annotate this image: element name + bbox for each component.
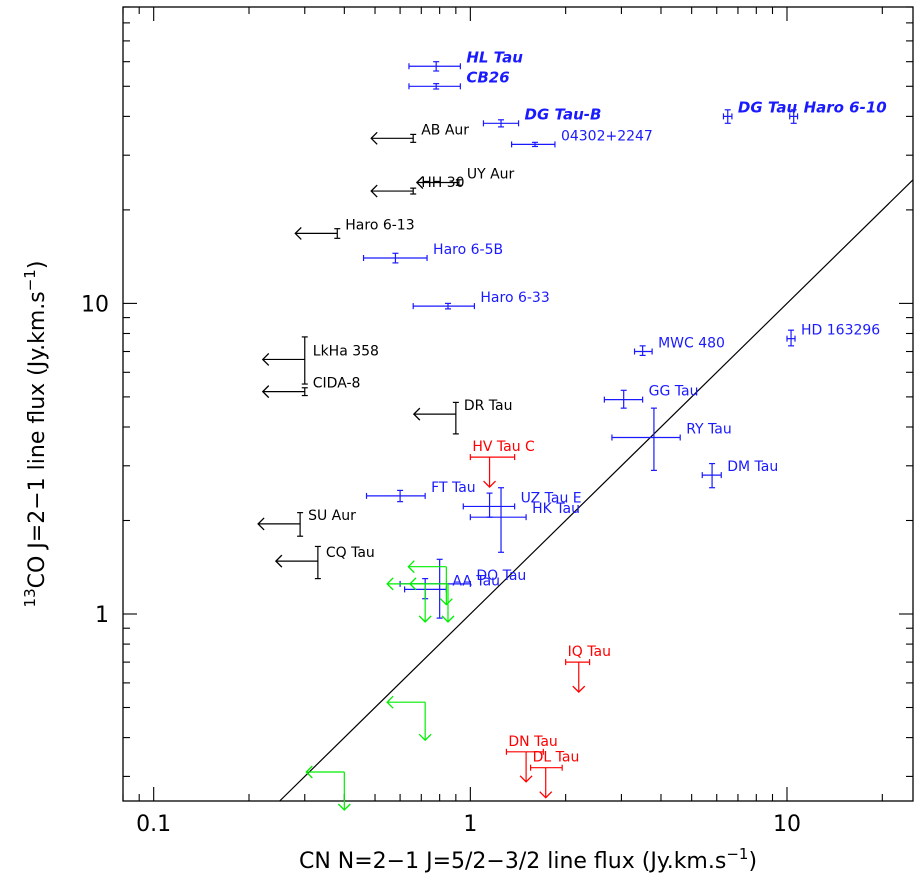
- point-label: FT Tau: [431, 480, 476, 496]
- point-label: HD 163296: [801, 323, 880, 339]
- data-point: [407, 560, 453, 606]
- point-label: HH 30: [421, 175, 464, 191]
- point-label: CIDA-8: [313, 376, 361, 392]
- data-point: Haro 6-10: [789, 98, 887, 124]
- point-label: DG Tau: [738, 98, 798, 116]
- point-label: Haro 6-10: [804, 98, 887, 116]
- data-point: IQ Tau: [565, 644, 611, 694]
- tick-labels: 0.1 1 10 1 10: [81, 292, 801, 837]
- data-point: Haro 6-13: [294, 217, 415, 240]
- point-label: MWC 480: [658, 336, 725, 352]
- data-point: CQ Tau: [274, 545, 375, 580]
- point-label: AA Tau: [452, 573, 500, 589]
- data-point: DG Tau-B: [482, 105, 602, 128]
- point-label: DN Tau: [508, 734, 557, 750]
- data-point: LkHa 358: [261, 336, 379, 385]
- x-tick-label: 10: [773, 812, 801, 837]
- data-point: AB Aur: [370, 122, 469, 145]
- point-label: AB Aur: [421, 122, 469, 138]
- point-label: UZ Tau E: [521, 490, 582, 506]
- data-point: RY Tau: [611, 407, 732, 471]
- x-tick-label: 0.1: [136, 812, 171, 837]
- axis-ticks: [122, 6, 913, 801]
- data-point: HK Tau: [469, 487, 580, 553]
- point-label: DL Tau: [533, 750, 580, 766]
- data-point: [386, 577, 432, 623]
- point-label: HK Tau: [532, 501, 580, 517]
- data-point: CB26: [408, 68, 510, 90]
- point-label: SU Aur: [308, 508, 356, 524]
- x-axis-label: CN N=2−1 J=5/2−3/2 line flux (Jy.km.s−1): [299, 845, 757, 874]
- point-label: IQ Tau: [568, 644, 611, 660]
- data-point: DM Tau: [701, 459, 778, 489]
- plot-frame: [122, 6, 914, 802]
- data-point: MWC 480: [633, 336, 725, 357]
- data-point: [386, 695, 432, 742]
- data-point: DG Tau: [722, 98, 798, 124]
- point-label: DR Tau: [464, 398, 513, 414]
- data-point: Haro 6-5B: [362, 242, 503, 264]
- data-point: FT Tau: [365, 480, 476, 503]
- y-tick-label: 1: [95, 603, 109, 628]
- y-tick-label: 10: [81, 292, 109, 317]
- data-points: HL Tau CB26 DG Tau-B DG Tau Haro 6-10 04302+2…: [257, 48, 887, 811]
- data-point: DL Tau: [530, 750, 580, 799]
- data-point: SU Aur: [257, 508, 356, 537]
- point-label: GG Tau: [649, 384, 699, 400]
- y-axis-label: 13CO J=2−1 line flux (Jy.km.s−1): [21, 261, 50, 608]
- point-label: DG Tau-B: [525, 105, 602, 123]
- data-point: HD 163296: [786, 323, 880, 347]
- data-point: CIDA-8: [261, 376, 361, 399]
- point-label: 04302+2247: [561, 128, 653, 144]
- point-label: CB26: [466, 68, 509, 86]
- data-point: HL Tau: [408, 48, 523, 72]
- data-point: DR Tau: [412, 398, 513, 435]
- data-point: DN Tau: [505, 734, 558, 783]
- point-label: DM Tau: [727, 459, 778, 475]
- point-label: HV Tau C: [472, 439, 535, 455]
- point-label: HL Tau: [466, 48, 523, 66]
- data-point: HH 30: [370, 175, 465, 198]
- equality-line: [279, 179, 914, 802]
- point-label: Haro 6-13: [345, 217, 414, 233]
- point-label: LkHa 358: [313, 343, 379, 359]
- point-label: Haro 6-5B: [433, 242, 503, 258]
- point-label: DO Tau: [476, 568, 526, 584]
- data-point: HV Tau C: [469, 439, 535, 489]
- data-point: [305, 765, 351, 811]
- x-tick-label: 1: [463, 812, 477, 837]
- data-point: GG Tau: [603, 384, 699, 409]
- point-label: UY Aur: [467, 167, 515, 183]
- data-point: Haro 6-33: [412, 290, 550, 310]
- point-label: CQ Tau: [326, 545, 375, 561]
- data-point: UY Aur: [415, 167, 515, 189]
- data-point: 04302+2247: [511, 128, 653, 148]
- point-label: RY Tau: [686, 422, 732, 438]
- point-label: Haro 6-33: [480, 290, 549, 306]
